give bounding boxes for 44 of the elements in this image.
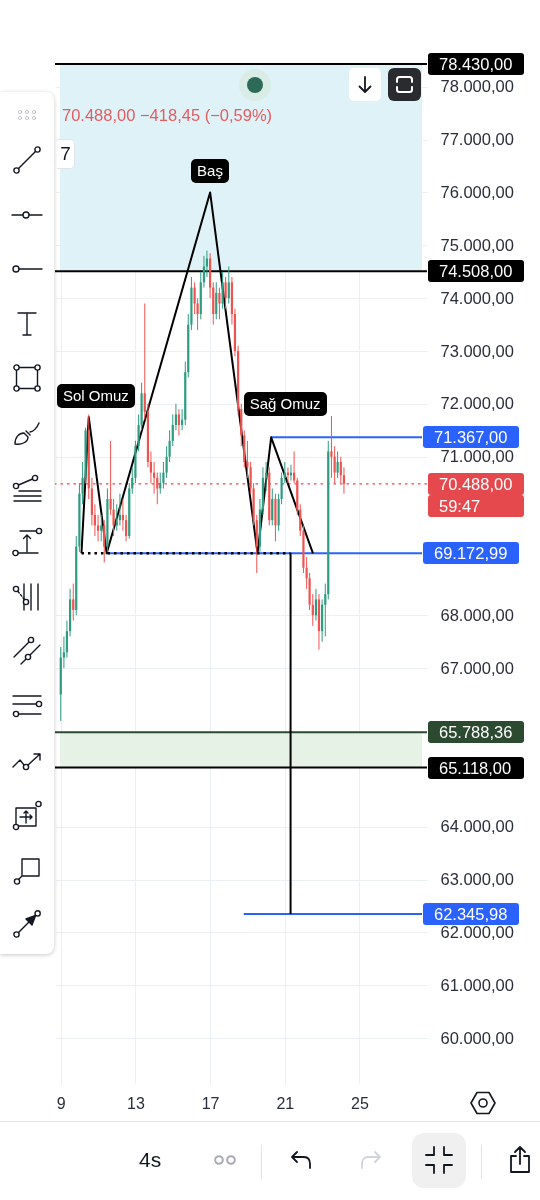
candlestick [314, 588, 318, 622]
ref-line-label: 65.118,00 [428, 756, 524, 779]
x-tick-label: 9 [56, 1094, 66, 1112]
data-label: 71.367,00 [423, 426, 519, 449]
candlestick [336, 450, 339, 479]
annotation: Sağ Omuz [243, 392, 327, 417]
y-tick-label: 78.000,00 [440, 77, 514, 96]
ref-line-label: 78.430,00 [428, 53, 524, 76]
x-tick-label: 25 [351, 1094, 369, 1112]
candlestick [224, 276, 227, 310]
y-tick-label: 67.000,00 [440, 658, 514, 677]
y-tick-label: 73.000,00 [440, 341, 514, 360]
ref-line-label: 74.508,00 [428, 260, 524, 283]
candlestick [177, 408, 181, 437]
data-label: 69.172,99 [423, 542, 519, 565]
candlestick [103, 519, 106, 563]
y-tick-label: 61.000,00 [440, 975, 514, 994]
data-label: 62.345,98 [423, 903, 519, 926]
x-tick-label: 17 [201, 1094, 220, 1112]
annotation: 7 [57, 139, 75, 169]
y-tick-label: 60.000,00 [440, 1028, 514, 1047]
y-tick-label: 75.000,00 [440, 235, 514, 254]
y-tick-label: 71.000,00 [440, 447, 514, 466]
annotation: Baş [191, 159, 229, 184]
candlestick [100, 514, 103, 542]
y-tick-label: 72.000,00 [440, 394, 514, 413]
annotation: Sol Omuz [57, 384, 135, 409]
x-tick-label: 21 [276, 1094, 295, 1112]
candlestick [218, 287, 221, 320]
candlestick [330, 415, 333, 479]
y-tick-label: 64.000,00 [440, 817, 514, 836]
y-tick-label: 76.000,00 [440, 182, 514, 201]
x-tick-label: 13 [127, 1094, 145, 1112]
text: 59:47 [428, 494, 524, 517]
annotation: 70.488,00 −418,45 (−0,59%) [62, 105, 273, 125]
candlestick [72, 583, 75, 622]
y-tick-label: 68.000,00 [440, 605, 514, 624]
y-tick-label: 77.000,00 [440, 130, 514, 149]
candlestick [227, 265, 230, 304]
ref-line-label: 65.788,36 [428, 721, 524, 744]
ref-line-label: 70.488,00 [428, 472, 524, 495]
y-tick-label: 63.000,00 [440, 870, 514, 889]
y-tick-label: 74.000,00 [440, 288, 514, 307]
text: 4s [139, 1147, 162, 1173]
